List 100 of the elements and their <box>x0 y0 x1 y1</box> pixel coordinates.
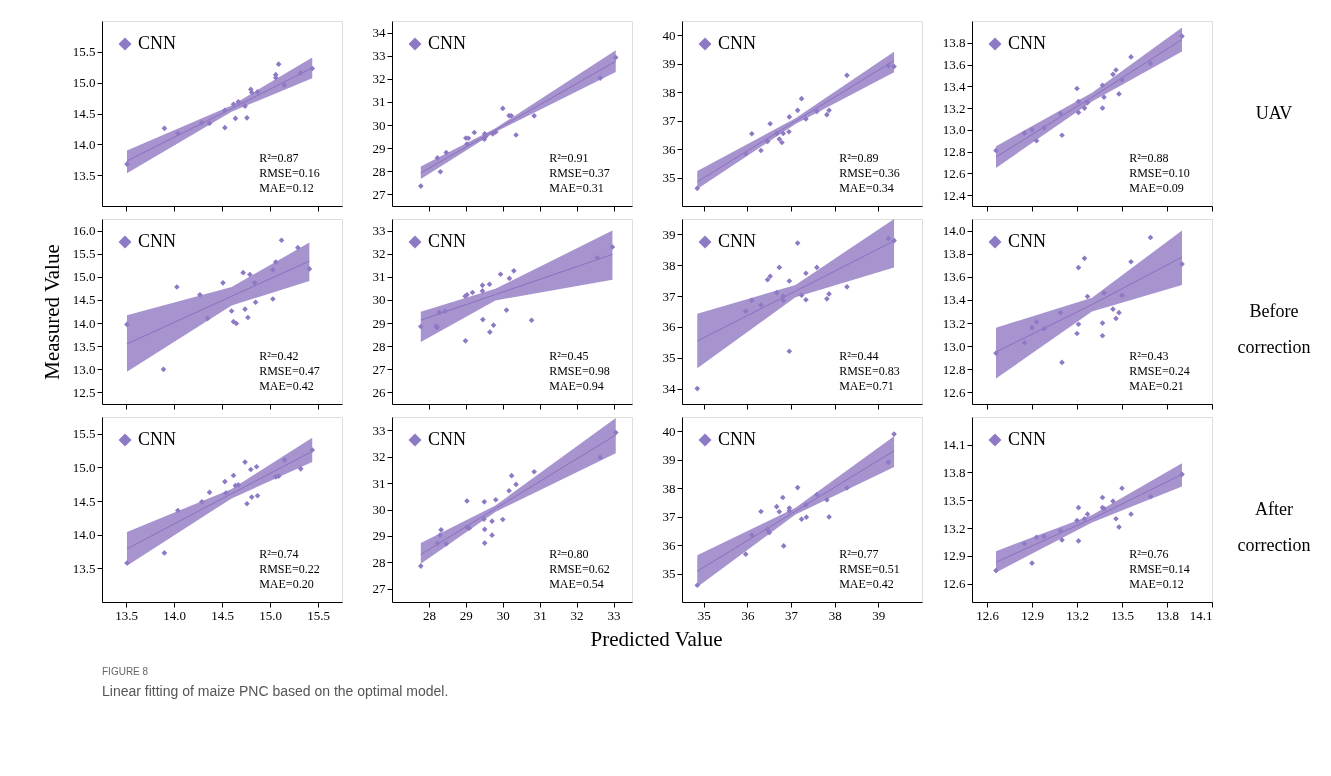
y-tick-label: 13.6 <box>942 269 966 285</box>
annotation: RMSE=0.22 <box>259 562 320 576</box>
x-tick-label: 13.2 <box>1066 607 1089 623</box>
y-tick-label: 13.8 <box>942 35 966 51</box>
annotation: R²=0.45 <box>549 349 589 363</box>
legend-label: CNN <box>428 429 467 449</box>
annotation: RMSE=0.16 <box>259 166 320 180</box>
x-tick-label: 15.5 <box>307 607 330 623</box>
annotation: RMSE=0.47 <box>259 364 320 378</box>
y-tick-label: 34 <box>372 25 386 41</box>
y-tick-label: 30 <box>372 292 386 308</box>
y-tick-label: 29 <box>372 528 386 544</box>
y-tick-label: 15.0 <box>72 75 96 91</box>
legend-label: CNN <box>138 429 177 449</box>
legend-label: CNN <box>718 231 757 251</box>
y-tick-label: 38 <box>662 257 676 273</box>
y-tick-label: 13.5 <box>72 560 96 576</box>
caption: FIGURE 8 <box>102 666 149 677</box>
annotation: R²=0.91 <box>549 151 589 165</box>
y-tick-label: 14.0 <box>72 527 96 543</box>
y-tick-label: 12.8 <box>942 361 966 377</box>
x-tick-label: 29 <box>459 607 473 623</box>
y-tick-label: 29 <box>372 140 386 156</box>
annotation: RMSE=0.37 <box>549 166 610 180</box>
x-tick-label: 12.6 <box>976 607 1000 623</box>
y-tick-label: 33 <box>372 223 386 239</box>
text: Before correction <box>1237 300 1311 357</box>
y-tick-label: 13.2 <box>942 100 966 116</box>
y-tick-label: 12.9 <box>942 548 966 564</box>
y-tick-label: 39 <box>662 452 676 468</box>
annotation: MAE=0.20 <box>259 577 314 591</box>
annotation: MAE=0.21 <box>1129 379 1184 393</box>
x-tick-label: 13.5 <box>115 607 138 623</box>
y-tick-label: 36 <box>662 537 676 553</box>
y-tick-label: 12.5 <box>72 384 96 400</box>
annotation: RMSE=0.10 <box>1129 166 1190 180</box>
x-tick-label: 12.9 <box>1021 607 1044 623</box>
y-tick-label: 15.5 <box>72 44 96 60</box>
x-tick-label: 38 <box>828 607 842 623</box>
y-tick-label: 28 <box>372 163 386 179</box>
x-tick-label: 35 <box>697 607 711 623</box>
annotation: RMSE=0.83 <box>839 364 900 378</box>
x-tick-label: 33 <box>607 607 621 623</box>
annotation: R²=0.44 <box>839 349 879 363</box>
y-tick-label: 15.5 <box>72 426 96 442</box>
y-tick-label: 37 <box>662 509 676 525</box>
annotation: MAE=0.42 <box>259 379 314 393</box>
y-tick-label: 32 <box>372 246 386 262</box>
y-tick-label: 33 <box>372 422 386 438</box>
y-tick-label: 35 <box>662 170 676 186</box>
y-tick-label: 40 <box>662 423 676 439</box>
x-tick-label: 14.0 <box>163 607 186 623</box>
y-tick-label: 27 <box>372 361 386 377</box>
annotation: MAE=0.71 <box>839 379 894 393</box>
annotation: RMSE=0.14 <box>1129 562 1190 576</box>
y-tick-label: 14.1 <box>942 437 966 453</box>
y-tick-label: 15.0 <box>72 459 96 475</box>
y-tick-label: 37 <box>662 113 676 129</box>
y-tick-label: 15.0 <box>72 269 96 285</box>
y-tick-label: 35 <box>662 350 676 366</box>
legend-label: CNN <box>428 231 467 251</box>
y-tick-label: 14.5 <box>72 493 96 509</box>
x-tick-label: 28 <box>422 607 436 623</box>
y-tick-label: 39 <box>662 56 676 72</box>
y-tick-label: 34 <box>662 381 676 397</box>
annotation: R²=0.76 <box>1129 547 1169 561</box>
annotation: MAE=0.12 <box>259 181 314 195</box>
annotation: RMSE=0.98 <box>549 364 610 378</box>
y-tick-label: 40 <box>662 27 676 43</box>
x-axis-title: Predicted Value <box>590 626 723 651</box>
y-tick-label: 33 <box>372 48 386 64</box>
y-tick-label: 13.0 <box>72 361 96 377</box>
x-tick-label: 15.0 <box>259 607 282 623</box>
x-tick-label: 13.8 <box>1156 607 1179 623</box>
y-tick-label: 38 <box>662 480 676 496</box>
text: After correction <box>1237 498 1311 555</box>
annotation: R²=0.80 <box>549 547 589 561</box>
x-tick-label: 32 <box>570 607 584 623</box>
y-tick-label: 29 <box>372 315 386 331</box>
y-tick-label: 27 <box>372 186 386 202</box>
x-tick-label: 13.5 <box>1111 607 1134 623</box>
y-tick-label: 27 <box>372 581 386 597</box>
legend-label: CNN <box>718 33 757 53</box>
y-tick-label: 15.5 <box>72 246 96 262</box>
x-tick-label: 30 <box>496 607 510 623</box>
y-tick-label: 13.0 <box>942 122 966 138</box>
y-tick-label: 13.4 <box>942 78 966 94</box>
y-tick-label: 13.8 <box>942 465 966 480</box>
annotation: RMSE=0.36 <box>839 166 900 180</box>
annotation: R²=0.43 <box>1129 349 1169 363</box>
annotation: R²=0.74 <box>259 547 299 561</box>
annotation: R²=0.88 <box>1129 151 1169 165</box>
annotation: RMSE=0.24 <box>1129 364 1190 378</box>
y-tick-label: 31 <box>372 475 386 491</box>
y-tick-label: 32 <box>372 71 386 87</box>
y-tick-label: 31 <box>372 94 386 110</box>
y-tick-label: 13.5 <box>72 167 96 183</box>
y-tick-label: 32 <box>372 449 386 465</box>
annotation: MAE=0.94 <box>549 379 604 393</box>
text: Linear fitting of maize PNC based on the optimal model. <box>102 683 449 699</box>
